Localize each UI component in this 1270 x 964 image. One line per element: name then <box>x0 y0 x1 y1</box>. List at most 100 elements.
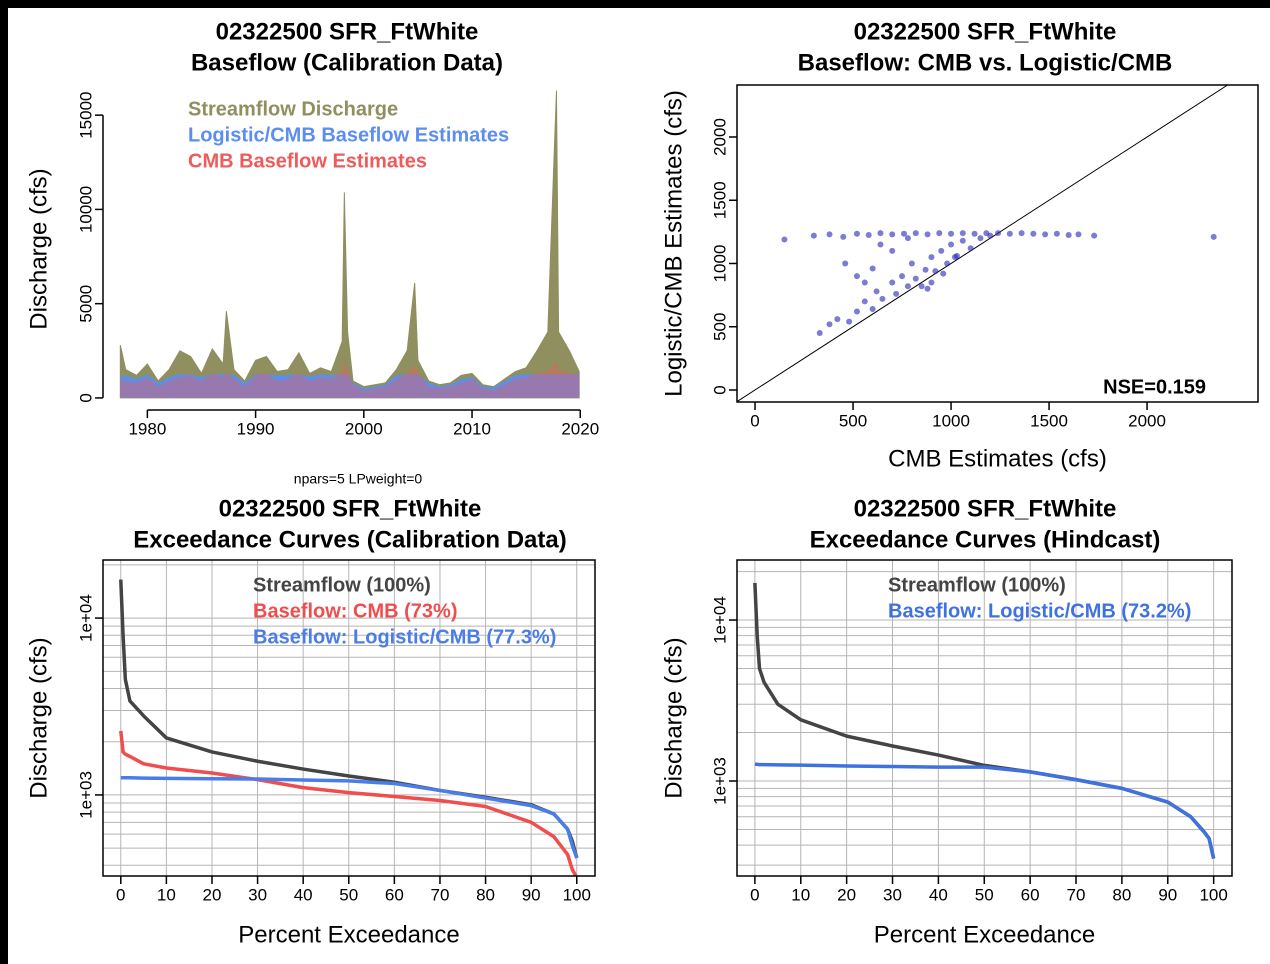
point <box>924 285 931 292</box>
run-note: npars=5 LPweight=0 <box>294 471 423 487</box>
point <box>1053 230 1060 237</box>
series-area <box>120 362 580 398</box>
point <box>932 268 939 275</box>
x-tick-label: 40 <box>929 885 948 904</box>
y-axis-label: Discharge (cfs) <box>25 168 52 329</box>
y-tick-label: 1e+04 <box>76 594 95 642</box>
x-tick-label: 70 <box>431 885 450 904</box>
point <box>840 233 847 240</box>
y-axis-label: Logistic/CMB Estimates (cfs) <box>660 90 687 397</box>
point <box>834 316 841 323</box>
point <box>1065 232 1072 239</box>
legend-entry: Baseflow: CMB (73%) <box>253 600 457 622</box>
chart-title: 02322500 SFR_FtWhite <box>219 495 482 522</box>
point <box>967 245 974 252</box>
point <box>951 254 958 261</box>
point <box>959 230 966 237</box>
plot-area <box>119 579 579 876</box>
point <box>971 230 978 237</box>
legend-entry: Logistic/CMB Baseflow Estimates <box>188 124 509 146</box>
point <box>948 241 955 248</box>
point <box>889 247 896 254</box>
y-tick-label: 0 <box>710 385 729 394</box>
point <box>922 266 929 273</box>
plot-area <box>737 85 1228 402</box>
point <box>924 231 931 238</box>
x-tick-label: 60 <box>385 885 404 904</box>
x-tick-label: 100 <box>1199 885 1227 904</box>
point <box>879 295 886 302</box>
y-tick-label: 500 <box>710 313 729 341</box>
series-line <box>754 762 1216 859</box>
legend-entry: Baseflow: Logistic/CMB (73.2%) <box>888 600 1191 622</box>
point <box>977 235 984 242</box>
point <box>1006 230 1013 237</box>
point <box>877 230 884 237</box>
point <box>889 231 896 238</box>
x-tick-label: 2010 <box>453 419 491 438</box>
point <box>861 298 868 305</box>
legend-entry: Streamflow (100%) <box>888 574 1066 596</box>
legend-entry: Streamflow (100%) <box>253 574 431 596</box>
x-tick-label: 30 <box>883 885 902 904</box>
point <box>904 235 911 242</box>
chart-title: 02322500 SFR_FtWhite <box>854 495 1117 522</box>
series-line <box>120 776 579 859</box>
point <box>899 273 906 280</box>
x-tick-label: 10 <box>157 885 176 904</box>
point <box>948 230 955 237</box>
point <box>826 321 833 328</box>
point <box>1018 230 1025 237</box>
legend-entry: Streamflow Discharge <box>188 98 398 120</box>
y-tick-label: 1000 <box>710 245 729 283</box>
point <box>1075 231 1082 238</box>
x-axis-label: Percent Exceedance <box>238 921 459 948</box>
plot-area <box>753 582 1216 859</box>
plot-frame <box>102 559 596 877</box>
x-tick-label: 0 <box>116 885 125 904</box>
chart-title: Baseflow: CMB vs. Logistic/CMB <box>798 49 1173 76</box>
point <box>918 283 925 290</box>
y-tick-label: 1500 <box>710 181 729 219</box>
y-tick-label: 2000 <box>710 118 729 156</box>
chart-title: 02322500 SFR_FtWhite <box>216 18 479 45</box>
point <box>889 279 896 286</box>
point <box>810 232 817 239</box>
point <box>912 230 919 237</box>
x-axis-label: Percent Exceedance <box>874 921 1095 948</box>
x-tick-label: 500 <box>839 411 867 430</box>
point <box>940 270 947 277</box>
x-tick-label: 1980 <box>128 419 166 438</box>
x-tick-label: 70 <box>1067 885 1086 904</box>
point <box>826 231 833 238</box>
x-tick-label: 0 <box>750 885 759 904</box>
x-tick-label: 50 <box>339 885 358 904</box>
point <box>869 306 876 313</box>
x-tick-label: 10 <box>791 885 810 904</box>
legend-entry: CMB Baseflow Estimates <box>188 150 427 172</box>
x-tick-label: 1000 <box>932 411 970 430</box>
point <box>853 230 860 237</box>
chart-title: Baseflow (Calibration Data) <box>191 49 503 76</box>
y-tick-label: 1e+03 <box>76 771 95 819</box>
point <box>928 254 935 261</box>
figure: 02322500 SFR_FtWhite Baseflow (Calibratio… <box>25 18 1259 948</box>
x-tick-label: 2000 <box>345 419 383 438</box>
x-tick-label: 50 <box>975 885 994 904</box>
point <box>1042 231 1049 238</box>
x-tick-label: 20 <box>837 885 856 904</box>
point <box>842 260 849 267</box>
y-axis-label: Discharge (cfs) <box>25 637 52 798</box>
x-tick-label: 100 <box>563 885 591 904</box>
point <box>861 279 868 286</box>
point <box>987 232 994 239</box>
series-area <box>120 374 580 398</box>
point <box>846 318 853 325</box>
point <box>912 275 919 282</box>
y-tick-label: 1e+04 <box>710 596 729 644</box>
point <box>865 232 872 239</box>
point <box>1030 230 1037 237</box>
x-tick-label: 0 <box>750 411 759 430</box>
x-tick-label: 90 <box>1158 885 1177 904</box>
